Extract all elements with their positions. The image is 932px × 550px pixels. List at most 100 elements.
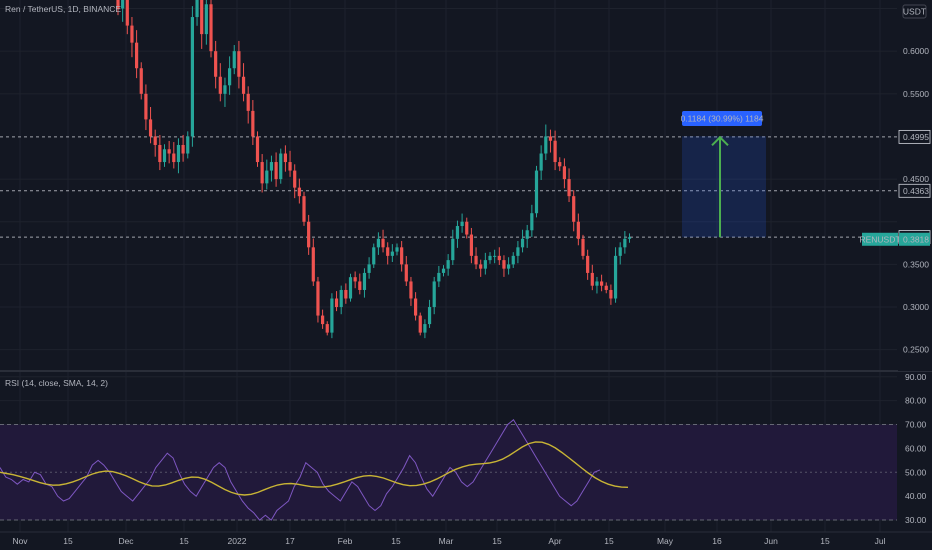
- rsi-tick-label: 70.00: [905, 420, 927, 430]
- candle-body: [121, 0, 125, 9]
- candle-body: [339, 289, 343, 308]
- rsi-axis-background: [898, 372, 932, 532]
- rsi-tick-label: 40.00: [905, 491, 927, 501]
- candle-body: [293, 170, 297, 188]
- candle-body: [232, 51, 236, 69]
- candle-body: [279, 153, 283, 180]
- candle-body: [302, 196, 306, 222]
- candle-body: [414, 298, 418, 316]
- candle-body: [358, 281, 362, 290]
- rsi-tick-label: 30.00: [905, 515, 927, 525]
- candle-body: [269, 162, 274, 171]
- last-price-box: [899, 232, 930, 246]
- candle-body: [488, 255, 492, 261]
- measure-arrow-head-icon: [711, 135, 729, 146]
- time-tick-label: Nov: [12, 536, 28, 546]
- time-tick-label: Feb: [338, 536, 353, 546]
- candle-body: [474, 255, 478, 265]
- rsi-ma-line: [0, 441, 629, 496]
- candle-body: [386, 247, 390, 256]
- rsi-line: [0, 419, 601, 521]
- candle-body: [125, 0, 129, 26]
- candle-body: [321, 315, 325, 325]
- measure-area: [682, 136, 766, 238]
- candle-body: [404, 264, 408, 282]
- last-price-label: 0.3818: [903, 234, 929, 244]
- candle-body: [344, 289, 348, 299]
- time-tick-label: 15: [492, 536, 502, 546]
- candle-body: [441, 268, 446, 273]
- candle-body: [162, 149, 167, 163]
- candle-body: [372, 247, 376, 265]
- price-range-measure[interactable]: 0.1184 (30.99%) 1184: [681, 111, 766, 238]
- candle-body: [534, 170, 539, 214]
- rsi-legend[interactable]: RSI (14, close, SMA, 14, 2): [5, 378, 108, 388]
- candle-body: [609, 289, 613, 299]
- candle-body: [311, 247, 315, 282]
- candle-body: [241, 76, 246, 94]
- candle-body: [400, 247, 404, 265]
- candle-body: [600, 281, 604, 286]
- candle-body: [214, 51, 218, 77]
- rsi-axis[interactable]: 90.00 80.00 70.00 60.00 50.00 40.00 30.00: [898, 372, 932, 532]
- candle-body: [130, 25, 134, 43]
- candle-body: [367, 264, 371, 273]
- candle-body: [316, 281, 320, 316]
- candle-body: [325, 324, 329, 333]
- time-tick-label: Apr: [548, 536, 561, 546]
- candle-body: [116, 0, 120, 9]
- candle-body: [228, 68, 232, 86]
- candle-body: [572, 196, 576, 222]
- time-tick-label: 2022: [228, 536, 247, 546]
- time-tick-label: 15: [63, 536, 73, 546]
- time-tick-label: 15: [391, 536, 401, 546]
- candle-body: [237, 51, 241, 77]
- price-tick-label: 0.3500: [903, 259, 929, 269]
- candle-body: [204, 4, 208, 35]
- candle-body: [511, 255, 515, 265]
- price-axis[interactable]: USDT 0.6000 0.5500 0.4500 0.3500 0.3000 0.2500…: [859, 0, 932, 371]
- candle-body: [260, 162, 264, 184]
- candle-body: [502, 260, 506, 269]
- time-tick-label: Jul: [875, 536, 886, 546]
- price-tick-label: 0.4500: [903, 174, 929, 184]
- candle-body: [148, 119, 153, 137]
- candle-body: [544, 136, 548, 154]
- rsi-pane: [0, 419, 897, 521]
- candle-body: [497, 255, 501, 261]
- candle-body: [153, 136, 157, 145]
- candle-body: [595, 281, 599, 286]
- candle-body: [418, 315, 422, 333]
- rsi-tick-label: 80.00: [905, 396, 927, 406]
- rsi-tick-label: 50.00: [905, 467, 927, 477]
- candle-body: [135, 42, 139, 69]
- candle-body: [307, 221, 311, 248]
- rsi-tick-label: 60.00: [905, 443, 927, 453]
- level-price-box: [898, 129, 931, 144]
- symbol-legend[interactable]: Ren / TetherUS, 1D, BINANCE: [5, 4, 122, 14]
- candle-body: [493, 255, 497, 257]
- candle-body: [460, 221, 464, 227]
- candle-body: [167, 149, 171, 154]
- candle-body: [288, 162, 292, 171]
- candle-body: [395, 247, 399, 252]
- price-tick-label: 0.3000: [903, 302, 929, 312]
- time-tick-label: 17: [285, 536, 295, 546]
- candle-body: [530, 213, 534, 231]
- level-price-label: 0.4363: [903, 186, 929, 196]
- time-axis[interactable]: Nov 15 Dec 15 2022 17 Feb 15 Mar 15 Apr 15 May 16 Jun 1…: [0, 531, 932, 550]
- candle-body: [437, 272, 441, 282]
- currency-label: USDT: [903, 7, 926, 17]
- candle-body: [376, 238, 380, 248]
- candle-body: [158, 144, 162, 163]
- candle-body: [390, 251, 394, 256]
- candle-body: [465, 221, 469, 235]
- candle-body: [274, 162, 278, 180]
- candle-body: [218, 76, 222, 94]
- currency-box[interactable]: [902, 4, 927, 19]
- price-tick-label: 0.2500: [903, 345, 929, 355]
- candle-body: [618, 247, 622, 256]
- candle-body: [181, 144, 185, 154]
- time-axis-background: [0, 532, 932, 550]
